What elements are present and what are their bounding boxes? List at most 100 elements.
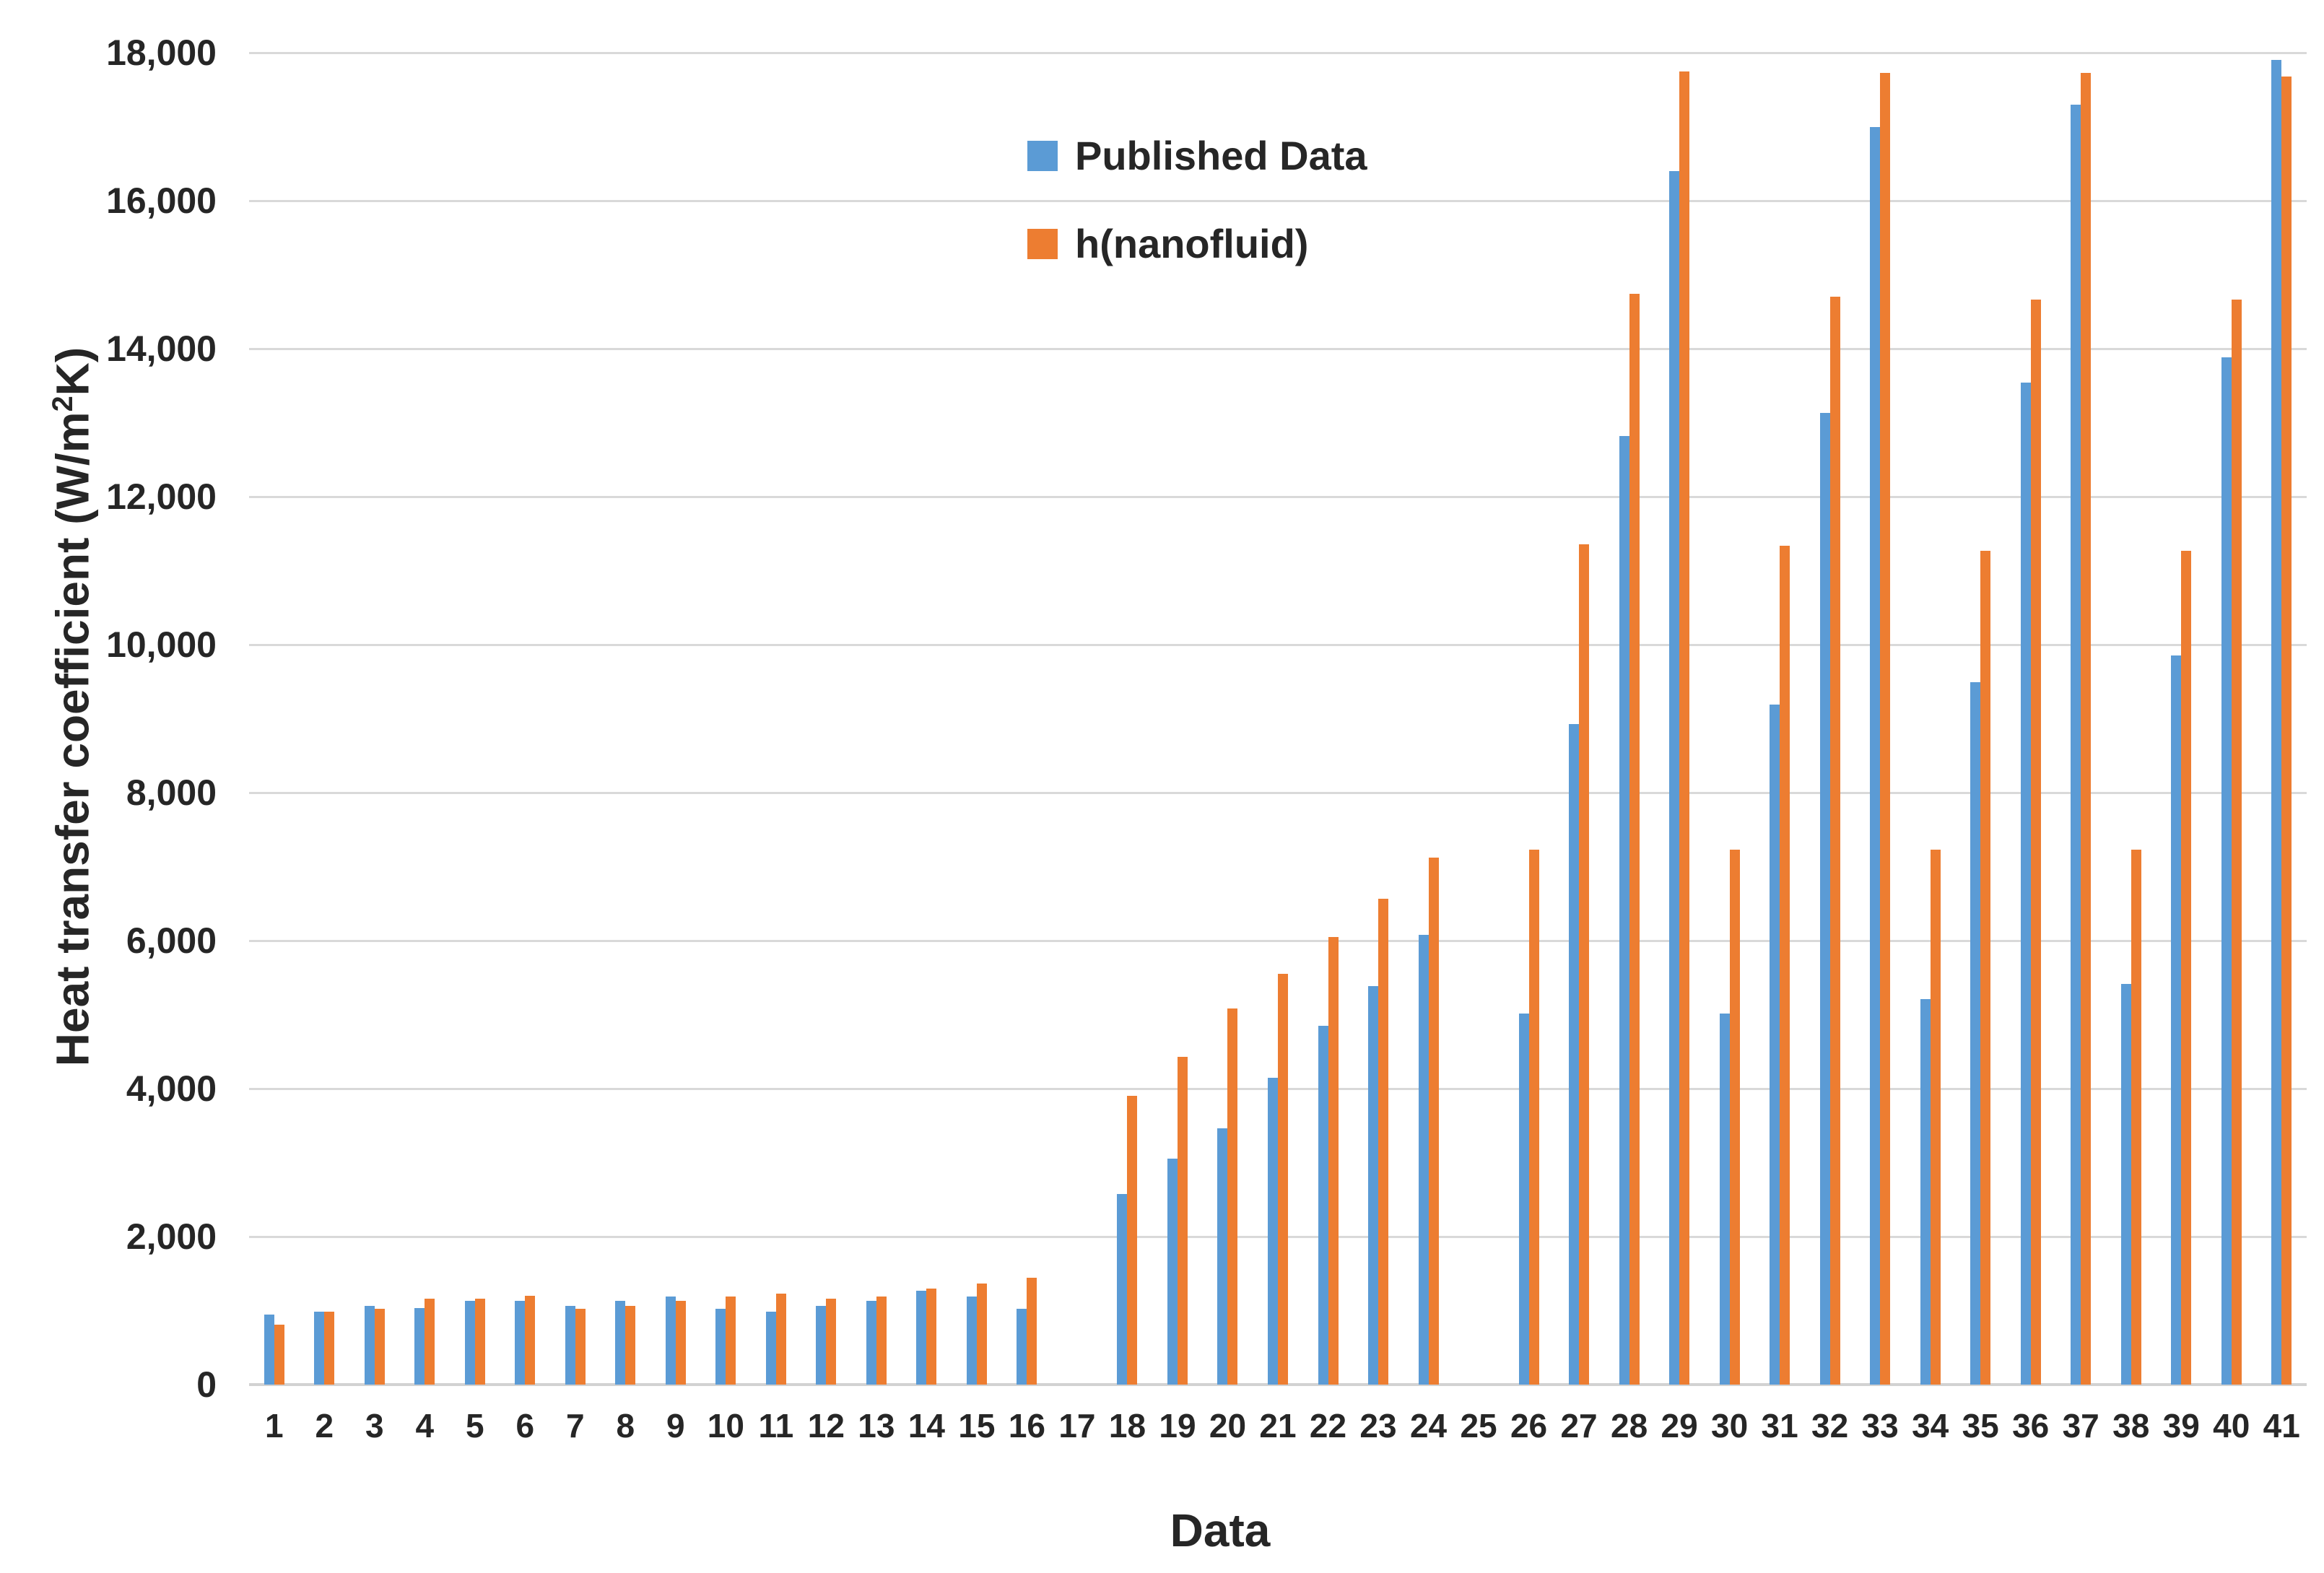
x-tick-label: 3 xyxy=(365,1407,384,1445)
bar-published-data xyxy=(1268,1077,1278,1385)
x-tick-label: 9 xyxy=(666,1407,685,1445)
bar-h-nanofluid xyxy=(675,1301,686,1385)
x-tick-label: 34 xyxy=(1912,1407,1949,1445)
bar-published-data xyxy=(464,1301,475,1385)
y-tick-label: 0 xyxy=(196,1364,217,1405)
bar-published-data xyxy=(1920,998,1931,1385)
x-tick-label: 31 xyxy=(1761,1407,1798,1445)
bar-published-data xyxy=(1719,1014,1730,1385)
x-tick-label: 32 xyxy=(1811,1407,1849,1445)
x-tick-label: 38 xyxy=(2112,1407,2150,1445)
bar-h-nanofluid xyxy=(374,1309,385,1385)
y-tick-label: 12,000 xyxy=(106,476,217,517)
bar-h-nanofluid xyxy=(1127,1096,1138,1385)
bar-h-nanofluid xyxy=(1880,72,1891,1385)
x-tick-label: 18 xyxy=(1108,1407,1146,1445)
x-tick-label: 37 xyxy=(2062,1407,2099,1445)
bar-h-nanofluid xyxy=(726,1297,736,1385)
bar-h-nanofluid xyxy=(625,1306,636,1385)
x-tick-label: 39 xyxy=(2162,1407,2200,1445)
bar-published-data xyxy=(615,1301,626,1385)
bar-h-nanofluid xyxy=(1930,849,1941,1385)
gridline xyxy=(249,791,2307,794)
x-tick-label: 21 xyxy=(1259,1407,1297,1445)
bar-h-nanofluid xyxy=(2081,72,2092,1385)
x-tick-label: 41 xyxy=(2263,1407,2300,1445)
x-tick-label: 22 xyxy=(1309,1407,1347,1445)
x-tick-label: 4 xyxy=(415,1407,435,1445)
bar-h-nanofluid xyxy=(575,1309,586,1385)
y-tick-label: 14,000 xyxy=(106,328,217,369)
x-tick-label: 13 xyxy=(858,1407,895,1445)
y-tick-label: 18,000 xyxy=(106,32,217,73)
gridline xyxy=(249,643,2307,646)
x-tick-label: 17 xyxy=(1058,1407,1096,1445)
bar-published-data xyxy=(1117,1193,1128,1385)
x-tick-label: 40 xyxy=(2213,1407,2250,1445)
bar-h-nanofluid xyxy=(474,1299,485,1385)
bar-h-nanofluid xyxy=(1378,898,1389,1385)
bar-published-data xyxy=(665,1297,676,1385)
bar-h-nanofluid xyxy=(2030,300,2041,1385)
legend: Published Data h(nanofluid) xyxy=(1027,136,1367,312)
bar-published-data xyxy=(1418,934,1429,1385)
gridline xyxy=(249,51,2307,54)
bar-published-data xyxy=(765,1311,776,1385)
x-tick-label: 19 xyxy=(1159,1407,1196,1445)
bar-h-nanofluid xyxy=(926,1288,937,1385)
bar-h-nanofluid xyxy=(1980,550,1991,1385)
x-tick-label: 27 xyxy=(1560,1407,1598,1445)
bar-published-data xyxy=(1970,682,1981,1385)
bar-h-nanofluid xyxy=(1579,544,1590,1385)
x-tick-label: 25 xyxy=(1460,1407,1497,1445)
bar-published-data xyxy=(866,1301,876,1385)
bar-published-data xyxy=(1217,1128,1228,1385)
bar-published-data xyxy=(2221,357,2232,1385)
bar-published-data xyxy=(2271,60,2282,1385)
y-tick-label: 2,000 xyxy=(126,1216,217,1257)
bar-published-data xyxy=(966,1297,977,1385)
bar-published-data xyxy=(1569,723,1580,1385)
x-tick-label: 20 xyxy=(1209,1407,1247,1445)
bar-h-nanofluid xyxy=(2281,76,2292,1385)
x-tick-label: 12 xyxy=(807,1407,845,1445)
x-tick-label: 26 xyxy=(1510,1407,1548,1445)
y-tick-label: 16,000 xyxy=(106,180,217,221)
x-tick-label: 36 xyxy=(2012,1407,2050,1445)
legend-swatch-h-nanofluid-icon xyxy=(1027,229,1058,259)
y-tick-label: 4,000 xyxy=(126,1068,217,1109)
bar-published-data xyxy=(1167,1159,1178,1385)
x-axis-title: Data xyxy=(1170,1504,1271,1556)
x-tick-label: 8 xyxy=(616,1407,635,1445)
bar-h-nanofluid xyxy=(1780,545,1790,1385)
x-tick-label: 11 xyxy=(758,1407,794,1445)
x-tick-label: 29 xyxy=(1661,1407,1698,1445)
bar-h-nanofluid xyxy=(1729,849,1740,1385)
bar-h-nanofluid xyxy=(274,1324,284,1385)
x-tick-label: 5 xyxy=(466,1407,484,1445)
bar-published-data xyxy=(2171,655,2182,1385)
bar-published-data xyxy=(1318,1025,1328,1385)
bar-h-nanofluid xyxy=(1679,71,1690,1385)
bar-h-nanofluid xyxy=(425,1299,435,1385)
gridline xyxy=(249,199,2307,202)
bar-published-data xyxy=(364,1306,375,1385)
bar-published-data xyxy=(1770,705,1780,1385)
bar-published-data xyxy=(264,1314,274,1385)
bar-published-data xyxy=(314,1311,325,1385)
bar-published-data xyxy=(916,1290,927,1385)
bar-published-data xyxy=(565,1306,575,1385)
gridline xyxy=(249,495,2307,498)
bar-h-nanofluid xyxy=(1629,294,1640,1385)
bar-h-nanofluid xyxy=(2231,300,2242,1385)
y-tick-label: 8,000 xyxy=(126,772,217,813)
bar-h-nanofluid xyxy=(1227,1008,1238,1385)
x-tick-label: 14 xyxy=(908,1407,945,1445)
y-tick-label: 6,000 xyxy=(126,920,217,961)
legend-item-h-nanofluid: h(nanofluid) xyxy=(1027,224,1367,264)
bar-published-data xyxy=(1870,126,1881,1385)
bar-h-nanofluid xyxy=(1829,297,1840,1385)
bar-h-nanofluid xyxy=(775,1293,786,1385)
bar-published-data xyxy=(2120,984,2131,1385)
bar-published-data xyxy=(1619,435,1629,1385)
